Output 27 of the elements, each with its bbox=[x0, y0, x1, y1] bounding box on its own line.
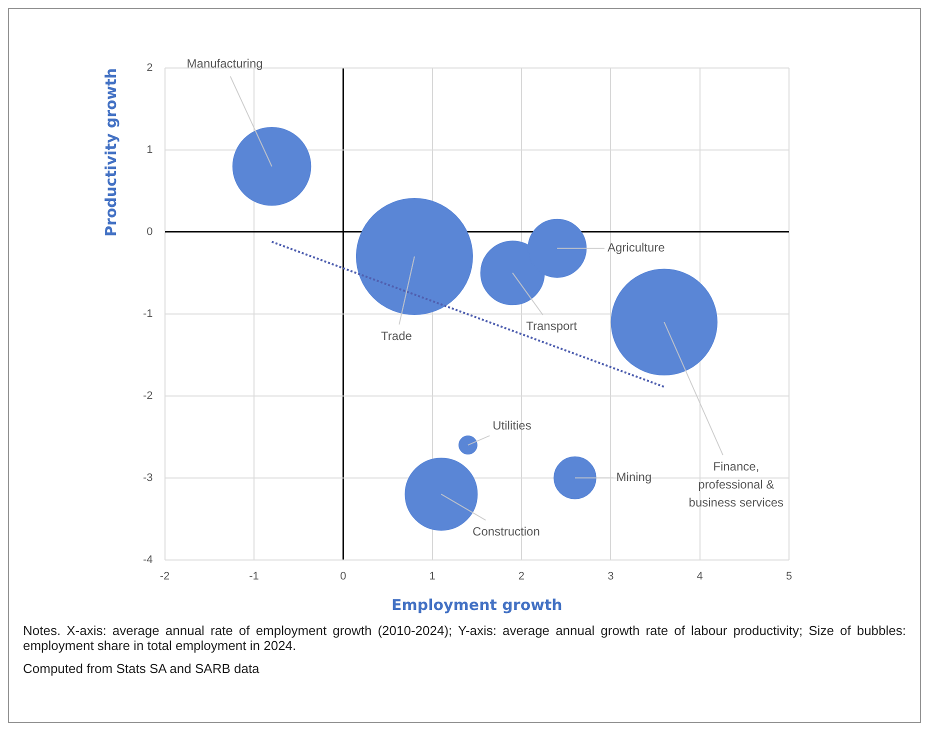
x-tick-label: 1 bbox=[429, 570, 436, 582]
annotation: Utilities bbox=[492, 418, 532, 432]
y-tick-label: -3 bbox=[143, 472, 153, 484]
x-axis-title: Employment growth bbox=[391, 596, 562, 614]
annotation: Agriculture bbox=[607, 240, 666, 255]
annotation: Trade bbox=[381, 328, 412, 343]
x-tick-label: -2 bbox=[160, 570, 170, 582]
annotation: Manufacturing bbox=[186, 56, 263, 71]
y-tick-label: -4 bbox=[143, 554, 153, 566]
y-tick-label: 2 bbox=[146, 62, 153, 74]
x-tick-label: -1 bbox=[249, 570, 259, 582]
x-tick-label: 2 bbox=[518, 570, 525, 582]
y-tick-label: -2 bbox=[143, 390, 153, 402]
y-tick-label: 0 bbox=[146, 226, 153, 238]
annotation: Construction bbox=[472, 524, 540, 539]
annotation: Mining bbox=[616, 470, 652, 484]
annotation: Transport bbox=[526, 319, 578, 334]
x-tick-label: 3 bbox=[608, 570, 614, 582]
y-tick-label: -1 bbox=[143, 308, 153, 320]
text: Notes. X-axis: average annual rate of employment growth (2010-2024); Y-axis: average annual growth rate of labour productivity; Size of bubbles: employment share in total employment in 2024. bbox=[23, 623, 906, 653]
x-tick-label: 0 bbox=[340, 570, 346, 582]
y-axis-title: Productivity growth bbox=[102, 68, 120, 237]
x-tick-label: 4 bbox=[696, 570, 703, 582]
annotation: Finance, professional & business services bbox=[688, 459, 784, 510]
x-tick-label: 5 bbox=[786, 570, 792, 582]
text: Computed from Stats SA and SARB data bbox=[23, 661, 260, 676]
y-tick-label: 1 bbox=[146, 144, 153, 156]
